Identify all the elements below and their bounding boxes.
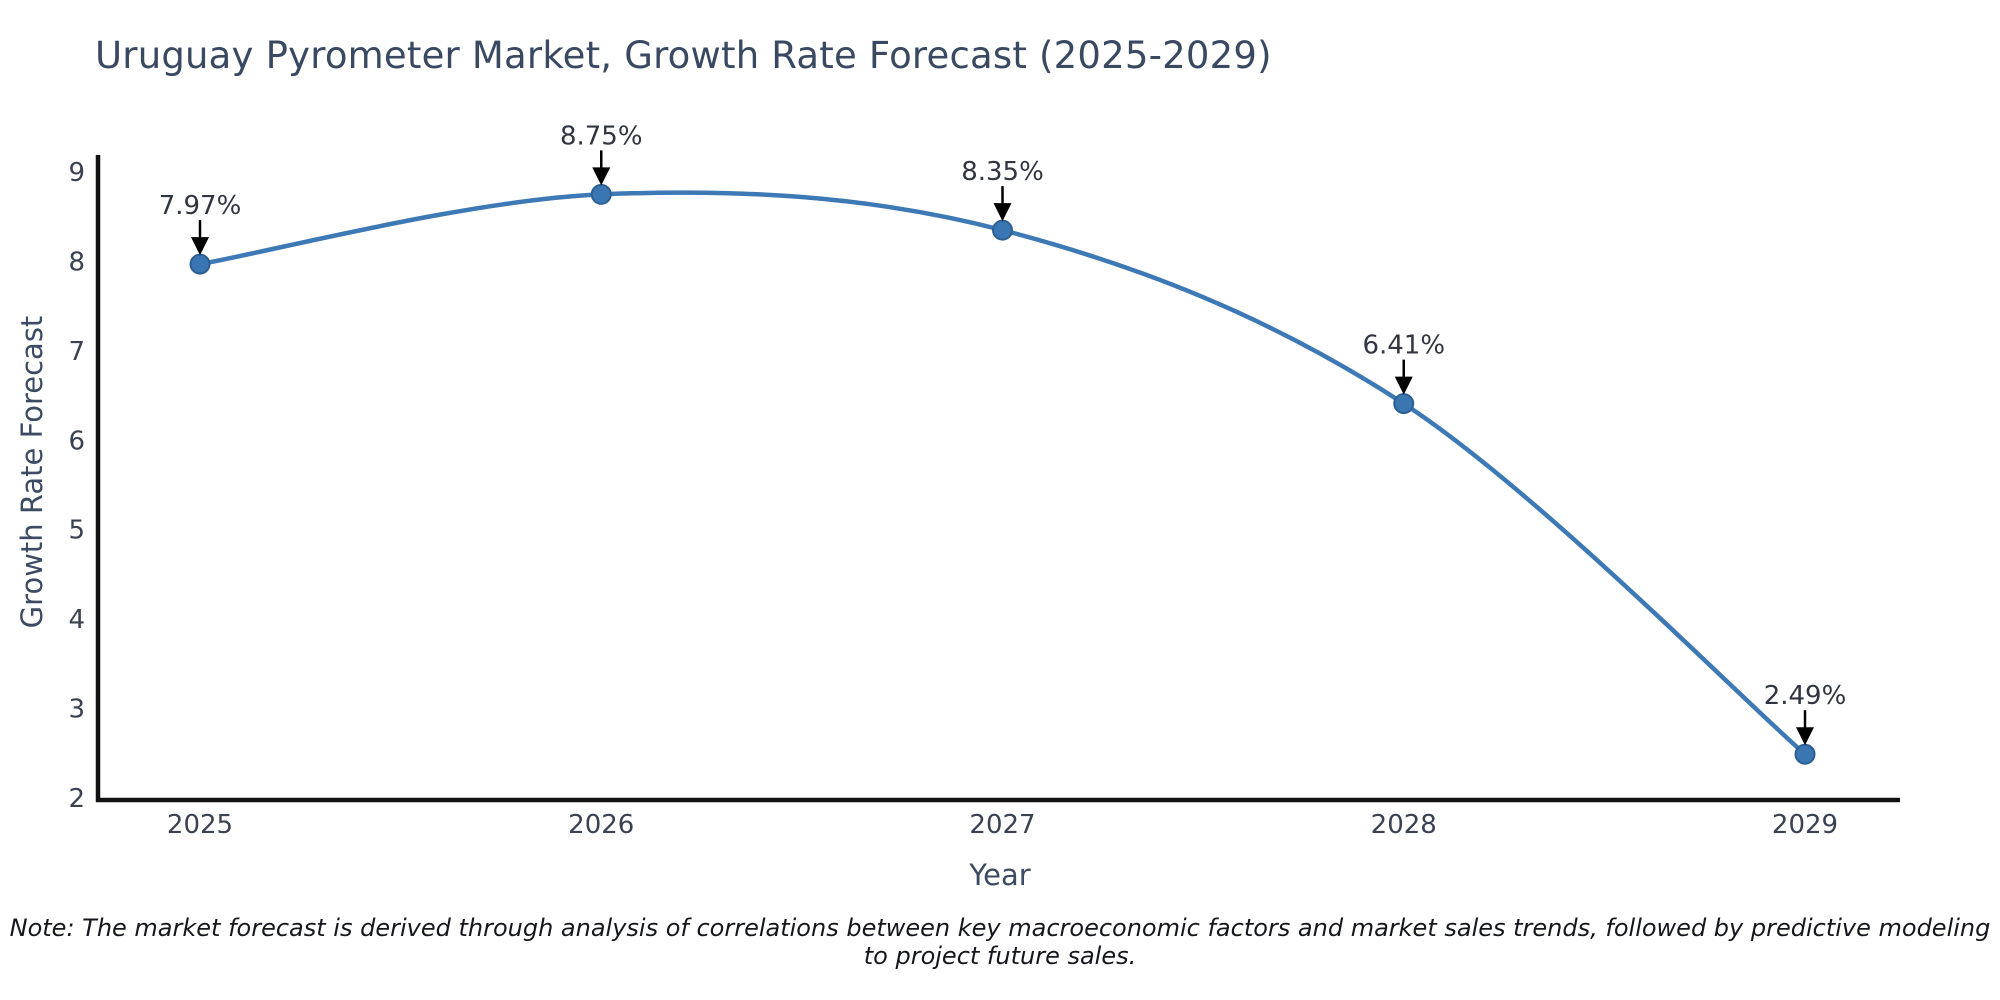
y-tick-label: 2 [68, 784, 85, 814]
y-tick-label: 7 [68, 337, 85, 367]
footnote: Note: The market forecast is derived thr… [9, 914, 1991, 970]
y-tick-label: 6 [68, 426, 85, 456]
trend-line [197, 190, 1808, 757]
data-point-label: 8.35% [961, 157, 1044, 187]
y-tick-label: 5 [68, 516, 85, 546]
down-arrow-icon [1394, 376, 1413, 395]
x-tick-label: 2027 [969, 810, 1035, 840]
down-arrow-icon [592, 167, 611, 186]
down-arrow-icon [1796, 727, 1814, 746]
x-tick-label: 2029 [1772, 810, 1838, 840]
y-tick-label: 4 [68, 605, 85, 635]
chart-title: Uruguay Pyrometer Market, Growth Rate Fo… [95, 34, 1272, 77]
down-arrow-icon [191, 237, 209, 256]
data-point-marker [1393, 393, 1415, 415]
data-point-marker [590, 183, 612, 205]
data-point-label: 2.49% [1764, 681, 1847, 711]
data-point-marker [992, 219, 1013, 241]
x-tick-label: 2026 [568, 810, 634, 840]
data-point-marker [189, 253, 211, 275]
x-axis-title: Year [969, 858, 1031, 892]
data-point-marker [1794, 743, 1816, 765]
data-point-label: 8.75% [560, 121, 643, 151]
x-tick-label: 2025 [167, 810, 233, 840]
y-tick-label: 3 [68, 695, 85, 725]
y-tick-label: 9 [68, 158, 85, 188]
x-tick-label: 2028 [1371, 810, 1437, 840]
y-tick-label: 8 [68, 247, 85, 277]
data-point-label: 6.41% [1362, 331, 1445, 361]
down-arrow-icon [993, 203, 1012, 222]
data-point-label: 7.97% [159, 191, 242, 221]
y-axis-title: Growth Rate Forecast [15, 315, 49, 629]
